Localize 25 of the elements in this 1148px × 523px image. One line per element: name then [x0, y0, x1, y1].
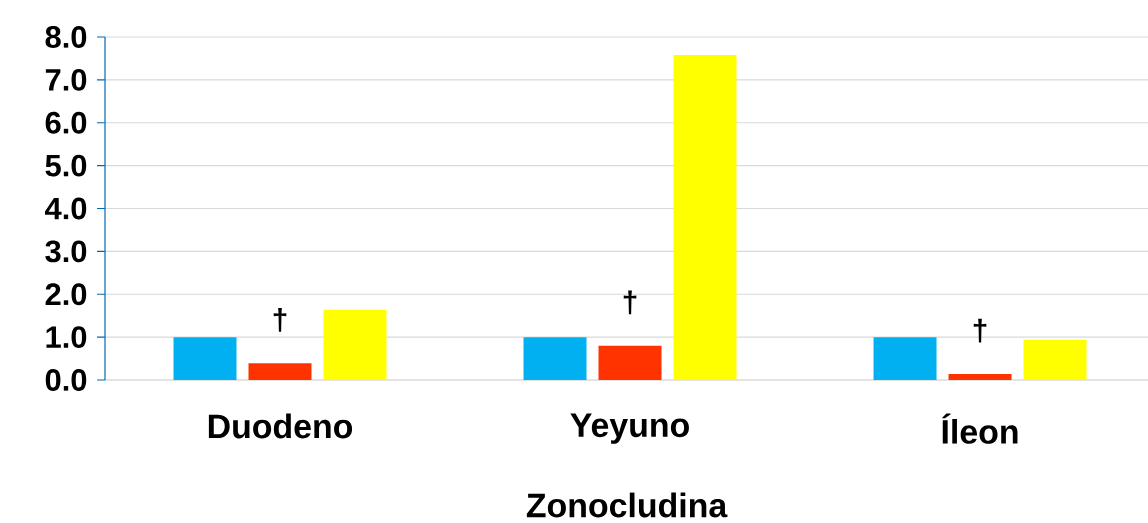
bar — [1023, 339, 1087, 380]
annotation: † — [623, 290, 637, 315]
y-tick-label: 3.0 — [45, 240, 87, 263]
y-tick-label: 7.0 — [45, 68, 87, 91]
y-tick-label: 0.0 — [45, 369, 87, 391]
x-tick-label: Íleon — [942, 413, 1018, 444]
x-tick-label: Yeyuno — [570, 413, 689, 444]
x-axis-title: Zonocludina — [526, 492, 728, 518]
y-tick-label: 4.0 — [45, 197, 87, 220]
y-tick-label: 1.0 — [46, 326, 87, 349]
y-tick-label: 5.0 — [45, 154, 87, 177]
x-tick-label: Duodeno — [208, 413, 353, 439]
bar — [323, 309, 387, 380]
bar — [948, 374, 1012, 380]
bar — [248, 363, 312, 380]
y-tick-label: 8.0 — [45, 26, 87, 48]
bar — [598, 345, 662, 380]
bar — [673, 55, 737, 380]
y-tick-label: 6.0 — [45, 111, 87, 134]
bar — [873, 337, 937, 380]
annotation: † — [273, 308, 287, 332]
bar — [173, 337, 237, 380]
bar — [523, 337, 587, 380]
y-tick-label: 2.0 — [45, 283, 87, 306]
annotation: † — [973, 318, 987, 343]
